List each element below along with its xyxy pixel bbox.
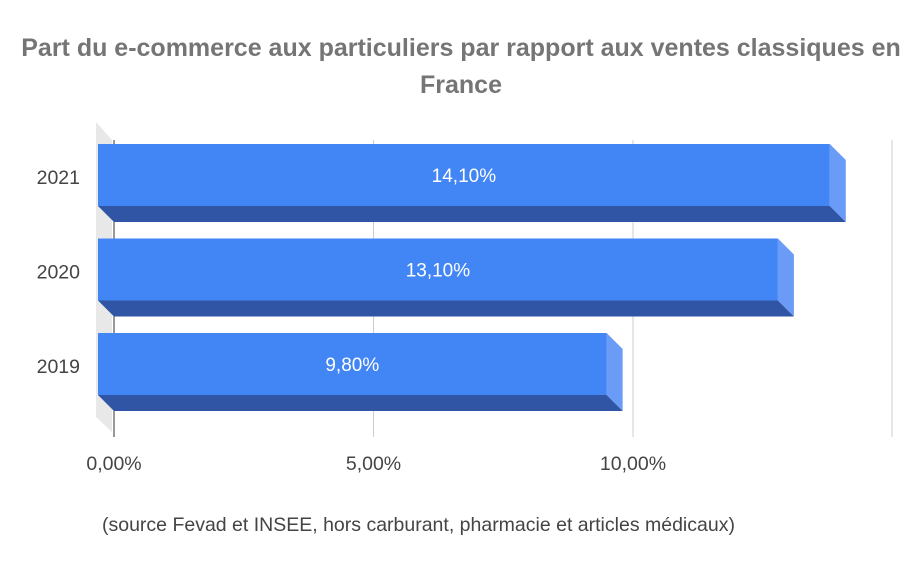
chart-bars: 14,10% 13,10% 9,80% bbox=[98, 144, 846, 411]
bar-side-face bbox=[777, 238, 794, 317]
data-label: 9,80% bbox=[325, 355, 379, 376]
bar-front-face bbox=[98, 144, 830, 206]
category-axis: 2021 2020 2019 bbox=[37, 167, 81, 378]
bar-side-face bbox=[829, 144, 846, 222]
category-label: 2019 bbox=[37, 356, 80, 378]
data-label: 14,10% bbox=[432, 166, 497, 187]
bar-front-face bbox=[98, 238, 778, 301]
chart-title: Part du e-commerce aux particuliers par … bbox=[21, 34, 901, 99]
data-label: 13,10% bbox=[406, 261, 471, 282]
value-axis: 0,00% 5,00% 10,00% bbox=[86, 453, 666, 475]
bar-front-face bbox=[98, 333, 607, 395]
bar: 14,10% bbox=[98, 144, 846, 222]
bar: 9,80% bbox=[98, 333, 623, 411]
bar-bottom-face bbox=[98, 300, 794, 317]
source-footnote: (source Fevad et INSEE, hors carburant, … bbox=[102, 514, 735, 536]
tick-label: 0,00% bbox=[86, 453, 141, 475]
tick-label: 10,00% bbox=[600, 453, 666, 475]
bar-bottom-face bbox=[98, 206, 846, 222]
bar-side-face bbox=[606, 333, 623, 411]
category-label: 2021 bbox=[37, 167, 80, 189]
category-label: 2020 bbox=[37, 262, 81, 284]
bar: 13,10% bbox=[98, 238, 794, 317]
bar-bottom-face bbox=[98, 395, 623, 411]
tick-label: 5,00% bbox=[346, 453, 401, 475]
